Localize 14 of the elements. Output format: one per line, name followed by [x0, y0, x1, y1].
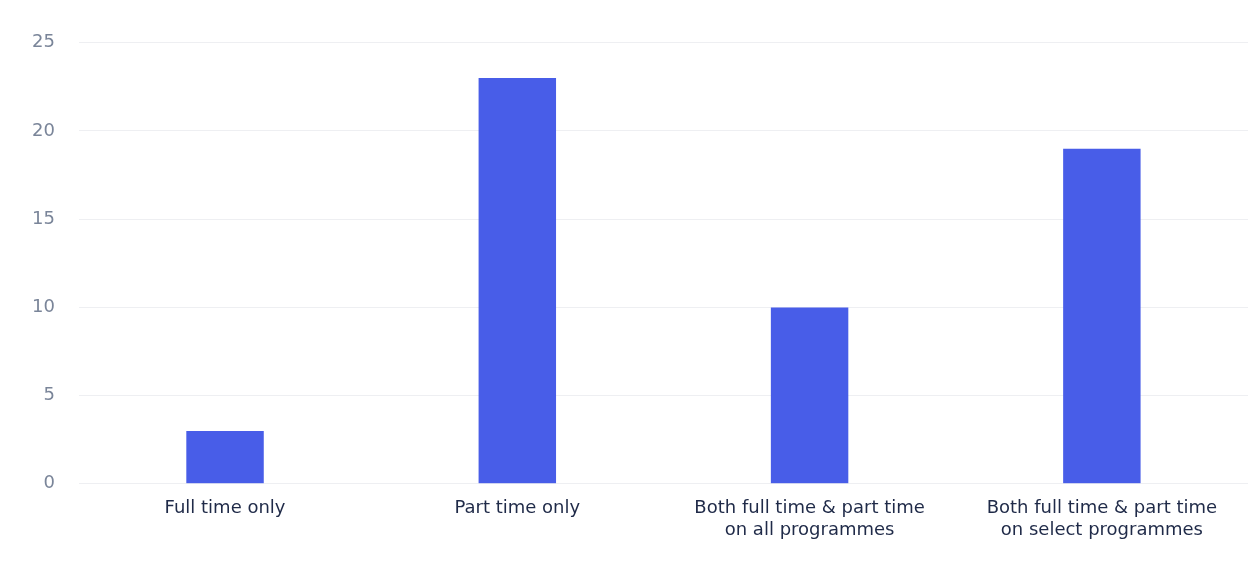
bar — [770, 307, 849, 484]
x-tick-label: Both full time & part time on all programmes — [694, 496, 925, 539]
bar — [478, 78, 557, 484]
x-tick-label: Part time only — [454, 496, 581, 518]
y-tick-label: 0 — [43, 471, 55, 493]
bar — [1063, 148, 1141, 484]
y-tick-label: 15 — [32, 206, 55, 228]
y-tick-label: 10 — [32, 295, 55, 317]
x-tick-label: Full time only — [164, 496, 286, 518]
bar — [186, 430, 264, 484]
x-tick-label: Both full time & part time on select programmes — [986, 496, 1218, 539]
y-tick-label: 20 — [32, 118, 55, 140]
y-tick-label: 5 — [43, 383, 55, 405]
y-tick-label: 25 — [32, 30, 55, 52]
